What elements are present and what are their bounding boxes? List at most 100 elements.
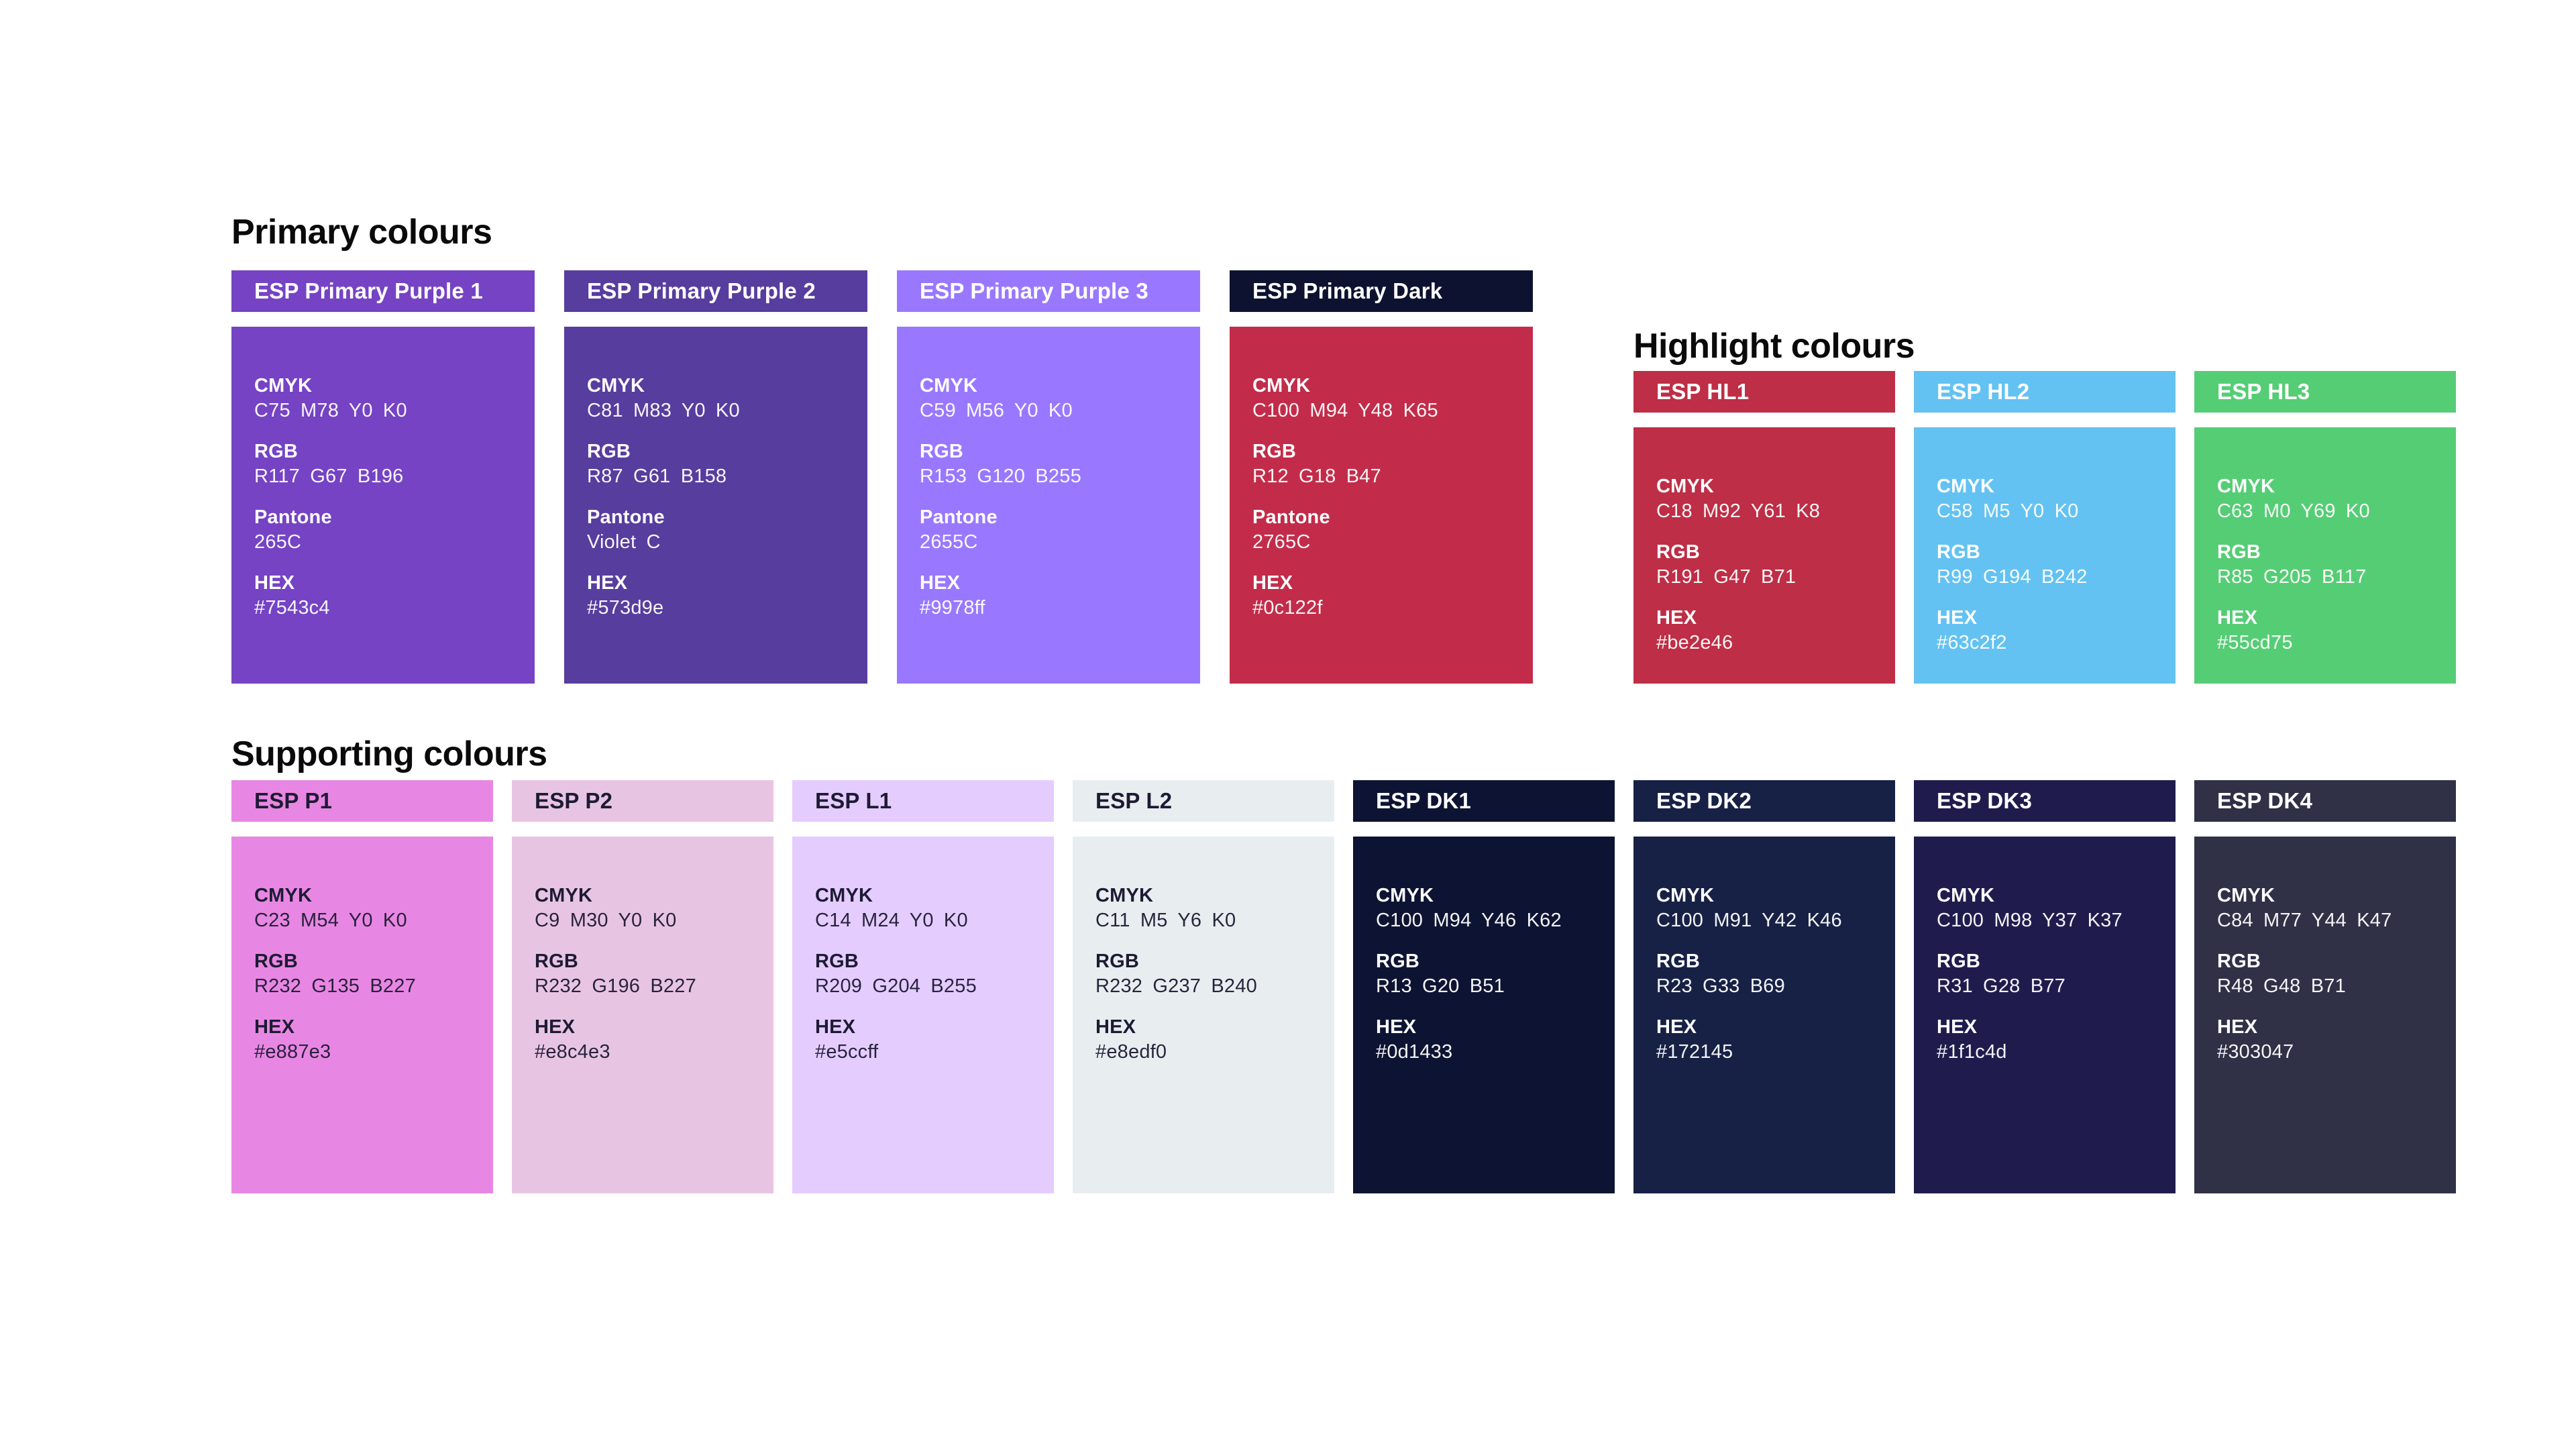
- field-label: RGB: [1095, 951, 1140, 972]
- field-label: HEX: [1095, 1016, 1136, 1038]
- field-label: HEX: [2217, 1016, 2258, 1038]
- field-hex: HEX #573d9e: [587, 571, 854, 621]
- field-value: R87 G61 B158: [587, 466, 727, 487]
- field-hex: HEX #172145: [1656, 1015, 1882, 1065]
- swatch-body: CMYK C58 M5 Y0 K0 RGB R99 G194 B242 HEX #63c2…: [1914, 427, 2176, 684]
- field-hex: HEX #e5ccff: [815, 1015, 1040, 1065]
- field-value: #be2e46: [1656, 632, 1733, 653]
- field-rgb: RGB R191 G47 B71: [1656, 540, 1882, 590]
- swatch-card-esp-hl2: ESP HL2 CMYK C58 M5 Y0 K0 RGB R99 G194 B242 H…: [1914, 371, 2176, 684]
- swatch-card-esp-dk3: ESP DK3 CMYK C100 M98 Y37 K37 RGB R31 G28 B7…: [1914, 780, 2176, 1193]
- field-label: CMYK: [587, 375, 645, 396]
- field-cmyk: CMYK C18 M92 Y61 K8: [1656, 474, 1882, 524]
- field-rgb: RGB R232 G135 B227: [254, 949, 480, 999]
- swatch-body: CMYK C75 M78 Y0 K0 RGB R117 G67 B196 Pantone…: [231, 327, 535, 684]
- field-label: RGB: [920, 441, 964, 462]
- swatch-card-esp-dk1: ESP DK1 CMYK C100 M94 Y46 K62 RGB R13 G20 B5…: [1353, 780, 1615, 1193]
- supporting-cards-row: ESP P1 CMYK C23 M54 Y0 K0 RGB R232 G135 B227…: [231, 780, 2456, 1193]
- field-cmyk: CMYK C100 M94 Y48 K65: [1252, 374, 1519, 423]
- swatch-card-esp-primary-purple-1: ESP Primary Purple 1 CMYK C75 M78 Y0 K0 RGB…: [231, 270, 535, 684]
- field-label: RGB: [1376, 951, 1420, 972]
- field-pantone: Pantone 2765C: [1252, 505, 1519, 555]
- field-cmyk: CMYK C9 M30 Y0 K0: [535, 883, 760, 933]
- field-label: CMYK: [254, 375, 313, 396]
- field-value: #e8edf0: [1095, 1041, 1167, 1063]
- swatch-name-header: ESP L2: [1073, 780, 1334, 822]
- field-value: C23 M54 Y0 K0: [254, 910, 407, 931]
- field-value: C100 M91 Y42 K46: [1656, 910, 1842, 931]
- field-label: HEX: [1937, 607, 1978, 629]
- field-label: Pantone: [920, 506, 998, 528]
- swatch-name-header: ESP Primary Purple 1: [231, 270, 535, 312]
- field-hex: HEX #e8c4e3: [535, 1015, 760, 1065]
- swatch-body: CMYK C23 M54 Y0 K0 RGB R232 G135 B227 HEX #e8…: [231, 837, 493, 1193]
- field-label: RGB: [1656, 541, 1701, 563]
- swatch-name-header: ESP Primary Purple 2: [564, 270, 867, 312]
- swatch-body: CMYK C81 M83 Y0 K0 RGB R87 G61 B158 Pantone V…: [564, 327, 867, 684]
- field-cmyk: CMYK C59 M56 Y0 K0: [920, 374, 1187, 423]
- swatch-name-header: ESP HL3: [2194, 371, 2456, 413]
- field-cmyk: CMYK C81 M83 Y0 K0: [587, 374, 854, 423]
- field-label: Pantone: [587, 506, 665, 528]
- swatch-name-header: ESP DK3: [1914, 780, 2176, 822]
- field-value: R13 G20 B51: [1376, 975, 1505, 997]
- field-value: #7543c4: [254, 597, 330, 619]
- section-title-supporting: Supporting colours: [231, 735, 547, 773]
- field-value: #55cd75: [2217, 632, 2293, 653]
- field-label: RGB: [587, 441, 631, 462]
- field-value: R48 G48 B71: [2217, 975, 2346, 997]
- field-label: CMYK: [254, 885, 313, 906]
- field-rgb: RGB R12 G18 B47: [1252, 439, 1519, 489]
- field-cmyk: CMYK C14 M24 Y0 K0: [815, 883, 1040, 933]
- field-hex: HEX #e887e3: [254, 1015, 480, 1065]
- field-label: HEX: [1376, 1016, 1417, 1038]
- field-rgb: RGB R48 G48 B71: [2217, 949, 2443, 999]
- field-cmyk: CMYK C58 M5 Y0 K0: [1937, 474, 2162, 524]
- field-value: #0c122f: [1252, 597, 1323, 619]
- swatch-card-esp-hl3: ESP HL3 CMYK C63 M0 Y69 K0 RGB R85 G205 B117…: [2194, 371, 2456, 684]
- field-value: R117 G67 B196: [254, 466, 404, 487]
- field-hex: HEX #7543c4: [254, 571, 521, 621]
- section-title-highlight: Highlight colours: [1633, 327, 1915, 366]
- field-cmyk: CMYK C100 M94 Y46 K62: [1376, 883, 1601, 933]
- field-rgb: RGB R232 G237 B240: [1095, 949, 1321, 999]
- field-value: #63c2f2: [1937, 632, 2007, 653]
- swatch-card-esp-p2: ESP P2 CMYK C9 M30 Y0 K0 RGB R232 G196 B227 H…: [512, 780, 773, 1193]
- swatch-card-esp-l1: ESP L1 CMYK C14 M24 Y0 K0 RGB R209 G204 B255…: [792, 780, 1054, 1193]
- field-value: R153 G120 B255: [920, 466, 1081, 487]
- swatch-body: CMYK C100 M98 Y37 K37 RGB R31 G28 B77 HEX #1f…: [1914, 837, 2176, 1193]
- field-cmyk: CMYK C100 M91 Y42 K46: [1656, 883, 1882, 933]
- highlight-cards-row: ESP HL1 CMYK C18 M92 Y61 K8 RGB R191 G47 B71…: [1633, 371, 2456, 684]
- swatch-name-header: ESP DK4: [2194, 780, 2456, 822]
- field-value: R232 G196 B227: [535, 975, 696, 997]
- field-label: CMYK: [1937, 885, 1995, 906]
- field-hex: HEX #be2e46: [1656, 606, 1882, 655]
- swatch-card-esp-primary-purple-3: ESP Primary Purple 3 CMYK C59 M56 Y0 K0 RGB…: [897, 270, 1200, 684]
- field-label: RGB: [254, 951, 299, 972]
- field-hex: HEX #e8edf0: [1095, 1015, 1321, 1065]
- field-hex: HEX #303047: [2217, 1015, 2443, 1065]
- swatch-card-esp-hl1: ESP HL1 CMYK C18 M92 Y61 K8 RGB R191 G47 B71…: [1633, 371, 1895, 684]
- field-rgb: RGB R153 G120 B255: [920, 439, 1187, 489]
- field-value: C58 M5 Y0 K0: [1937, 500, 2079, 522]
- field-value: R31 G28 B77: [1937, 975, 2065, 997]
- field-value: #9978ff: [920, 597, 985, 619]
- field-cmyk: CMYK C23 M54 Y0 K0: [254, 883, 480, 933]
- field-hex: HEX #1f1c4d: [1937, 1015, 2162, 1065]
- field-label: CMYK: [535, 885, 593, 906]
- field-value: C84 M77 Y44 K47: [2217, 910, 2392, 931]
- field-label: Pantone: [1252, 506, 1330, 528]
- swatch-card-esp-dk2: ESP DK2 CMYK C100 M91 Y42 K46 RGB R23 G33 B6…: [1633, 780, 1895, 1193]
- field-value: #e5ccff: [815, 1041, 879, 1063]
- field-hex: HEX #9978ff: [920, 571, 1187, 621]
- field-value: R85 G205 B117: [2217, 566, 2367, 588]
- field-value: R209 G204 B255: [815, 975, 977, 997]
- field-label: RGB: [1937, 541, 1981, 563]
- field-label: CMYK: [1252, 375, 1311, 396]
- field-label: HEX: [254, 572, 295, 594]
- field-label: HEX: [1252, 572, 1293, 594]
- field-value: C75 M78 Y0 K0: [254, 400, 407, 421]
- field-rgb: RGB R85 G205 B117: [2217, 540, 2443, 590]
- field-label: HEX: [1937, 1016, 1978, 1038]
- swatch-name-header: ESP P2: [512, 780, 773, 822]
